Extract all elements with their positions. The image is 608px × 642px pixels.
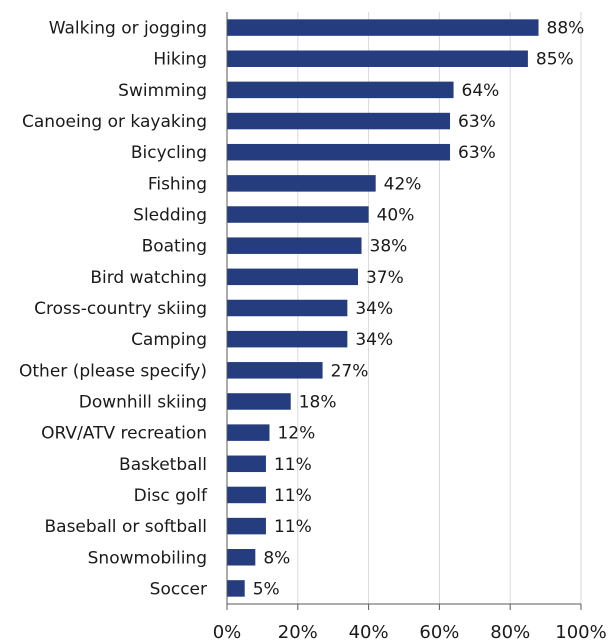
data-label: 63% [458,143,496,163]
bar [227,112,451,130]
bar [227,517,266,535]
labels: 0% 20% 40% 60% 80% 100% Walking or jogging 88% H… [19,19,607,642]
data-label: 11% [274,455,312,475]
x-tick-label: 20% [278,622,318,642]
gridlines [297,12,582,604]
x-tick-label: 0% [213,622,242,642]
data-label: 38% [370,237,408,257]
data-label: 12% [277,424,315,444]
data-label: 34% [355,330,393,350]
category-label: Soccer [150,579,207,599]
category-label: Other (please specify) [19,361,207,381]
bar [227,424,270,441]
x-tick-label: 80% [490,622,530,642]
data-label: 88% [547,19,585,39]
bar [227,362,323,379]
category-label: Boating [142,237,207,257]
data-label: 85% [536,50,574,70]
bar [227,143,451,161]
category-label: Bird watching [90,268,207,288]
bar [227,299,348,317]
data-label: 40% [377,206,415,226]
bar [227,580,245,597]
category-label: Cross-country skiing [34,299,207,319]
bar [227,237,362,254]
bar [227,50,528,67]
bar [227,393,291,410]
data-label: 27% [331,361,369,381]
category-label: Snowmobiling [88,548,207,568]
bar [227,81,454,99]
category-label: Basketball [119,455,207,475]
category-label: Swimming [118,81,207,101]
category-label: Canoeing or kayaking [22,112,207,132]
category-label: Bicycling [131,143,207,163]
bar [227,330,348,348]
category-label: Camping [131,330,207,350]
category-label: Fishing [148,174,207,194]
bars [227,19,539,597]
data-label: 63% [458,112,496,132]
data-label: 64% [462,81,500,101]
data-label: 11% [274,486,312,506]
category-label: Baseball or softball [44,517,207,537]
bar [227,206,369,223]
data-label: 34% [355,299,393,319]
axes [226,12,582,610]
category-label: Sledding [133,206,207,226]
category-label: Walking or jogging [49,19,207,39]
bar [227,549,256,566]
bar [227,19,539,36]
category-label: Downhill skiing [79,392,207,412]
x-tick-label: 100% [555,622,606,642]
category-label: Hiking [153,50,207,70]
x-tick-label: 60% [419,622,459,642]
x-tick-label: 40% [349,622,389,642]
bar [227,268,358,286]
bar [227,455,266,473]
data-label: 18% [299,392,337,412]
category-label: ORV/ATV recreation [41,424,207,444]
data-label: 5% [253,579,280,599]
data-label: 8% [263,548,290,568]
data-label: 42% [384,174,422,194]
data-label: 37% [366,268,404,288]
bar [227,175,376,192]
category-label: Disc golf [134,486,208,506]
bar [227,486,266,504]
data-label: 11% [274,517,312,537]
